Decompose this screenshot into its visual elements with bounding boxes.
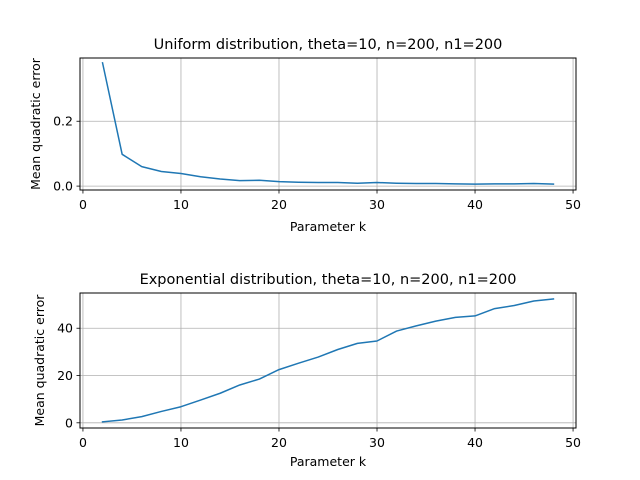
x-tick-label: 20 (271, 435, 287, 450)
x-tick-label: 0 (79, 435, 87, 450)
x-tick-label: 0 (79, 197, 87, 212)
axes-frame (79, 292, 577, 429)
x-tick-label: 10 (173, 435, 189, 450)
x-axis-label: Parameter k (290, 454, 367, 469)
chart-title: Exponential distribution, theta=10, n=20… (140, 272, 517, 288)
x-tick-label: 10 (173, 197, 189, 212)
y-tick-label: 0 (65, 415, 73, 430)
y-tick-label: 40 (57, 321, 73, 336)
y-tick-label: 20 (57, 368, 73, 383)
x-tick-label: 30 (369, 197, 385, 212)
exponential-subplot: 0 10 20 30 40 50 0 20 40 Exponential distribution… (32, 272, 581, 469)
axes-frame (79, 57, 577, 191)
x-tick-label: 50 (565, 197, 581, 212)
y-axis-label: Mean quadratic error (32, 294, 47, 427)
uniform-subplot: 0 10 20 30 40 50 0.0 0.2 Uniform distribution, t… (28, 37, 581, 234)
series-line (101, 298, 555, 423)
x-tick-label: 50 (565, 435, 581, 450)
chart-title: Uniform distribution, theta=10, n=200, n… (154, 37, 503, 53)
series-line (101, 61, 555, 185)
x-tick-label: 20 (271, 197, 287, 212)
x-tick-label: 40 (467, 197, 483, 212)
x-tick-label: 30 (369, 435, 385, 450)
y-tick-label: 0.2 (53, 114, 73, 129)
x-axis-label: Parameter k (290, 219, 367, 234)
y-axis-label: Mean quadratic error (28, 57, 43, 190)
x-tick-label: 40 (467, 435, 483, 450)
y-tick-label: 0.0 (53, 179, 73, 194)
